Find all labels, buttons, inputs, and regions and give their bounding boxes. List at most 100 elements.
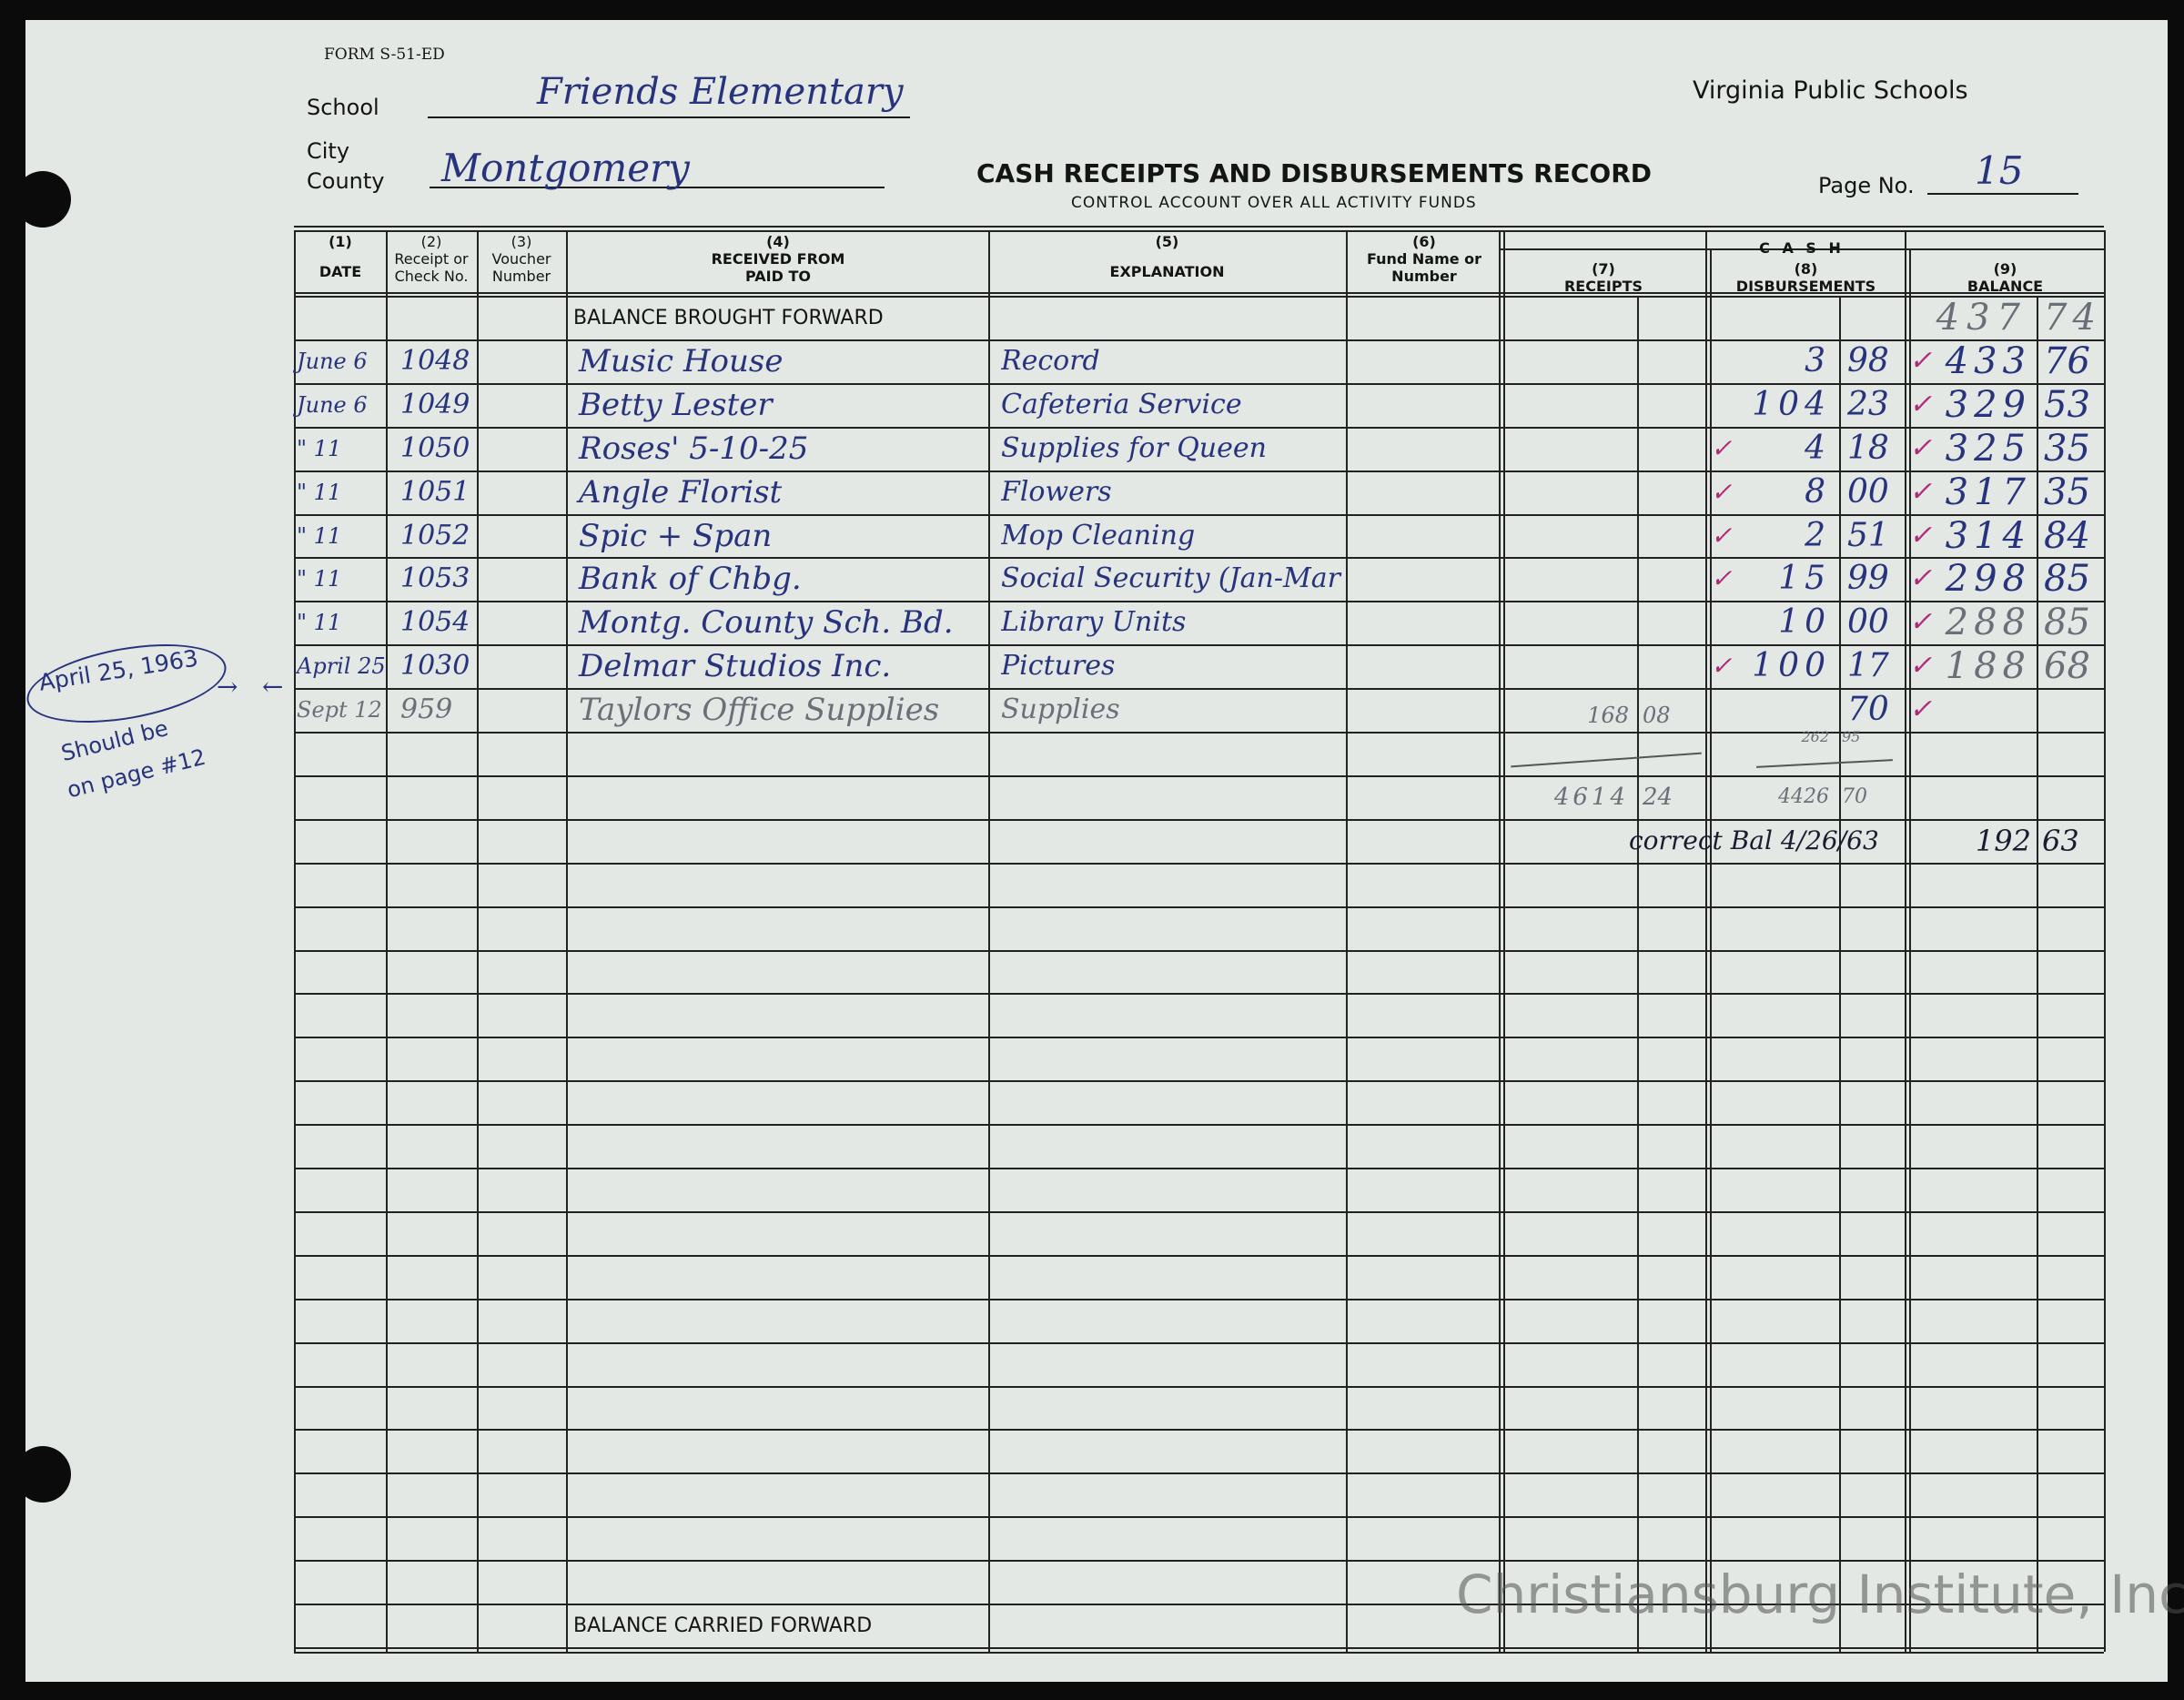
disb-check-mark: ✓ <box>1711 563 1733 594</box>
row-line <box>294 949 2104 952</box>
column-line <box>1499 230 1501 1652</box>
entry-explanation: Record <box>1001 344 1100 377</box>
entry-bal-cents: 68 <box>2044 645 2090 688</box>
entry-explanation: Supplies <box>1001 693 1120 726</box>
entry-party: Spic + Span <box>579 517 773 554</box>
entry-bal-dollars: 298 <box>1945 558 2031 601</box>
disb-check-mark: ✓ <box>1711 651 1733 682</box>
entry-check-number: 1053 <box>400 562 470 595</box>
entry-disb-dollars: 2 <box>1805 516 1831 554</box>
entry-disb-cents: 23 <box>1847 385 1889 423</box>
entry-check-number: 959 <box>400 693 453 726</box>
entry-bal-cents: 85 <box>2044 602 2090 644</box>
row-line <box>294 1341 2104 1344</box>
entry-receipt-cents: 08 <box>1643 703 1671 729</box>
total-disb-dollars: 4426 <box>1778 784 1829 808</box>
bal-check-mark: ✓ <box>1909 606 1933 639</box>
school-value: Friends Elementary <box>537 71 904 113</box>
page-underline <box>1927 193 2078 195</box>
row-line <box>294 774 2104 777</box>
entry-receipt-dollars: 168 <box>1587 703 1629 729</box>
entry-bal-cents: 84 <box>2044 514 2090 557</box>
col-num: (5) <box>1155 233 1179 250</box>
table-top-line <box>294 226 2104 228</box>
entry-bal-cents: 76 <box>2044 339 2090 382</box>
entry-party: Roses' 5-10-25 <box>579 430 809 467</box>
row-line <box>294 1124 2104 1127</box>
col-balance-header: (9) BALANCE <box>1906 260 2104 295</box>
row-line <box>294 426 2104 429</box>
row-line <box>294 1560 2104 1563</box>
school-underline <box>428 116 910 118</box>
binder-hole <box>15 171 71 228</box>
col-fund-header: (6) Fund Name or Number <box>1360 233 1488 285</box>
bal-check-mark: ✓ <box>1909 519 1933 551</box>
column-line <box>1503 230 1505 1652</box>
column-line <box>1905 230 1906 1652</box>
state-label: Virginia Public Schools <box>1693 76 1968 105</box>
table-top-line <box>294 230 2104 232</box>
column-line <box>1839 296 1841 1652</box>
entry-check-number: 1049 <box>400 388 470 420</box>
column-line <box>294 230 296 1652</box>
row-line <box>294 1516 2104 1519</box>
entry-disb-dollars: 4 <box>1805 429 1831 467</box>
entry-explanation: Mop Cleaning <box>1001 519 1196 551</box>
total-disb-cents: 70 <box>1842 784 1867 808</box>
entry-bal-dollars: 317 <box>1945 471 2031 513</box>
row-line <box>294 644 2104 647</box>
row-line <box>294 862 2104 865</box>
col-label: Fund Name or Number <box>1366 250 1482 285</box>
entry-explanation: Cafeteria Service <box>1001 388 1242 420</box>
entry-bal-dollars: 433 <box>1945 339 2031 382</box>
form-title: CASH RECEIPTS AND DISBURSEMENTS RECORD <box>976 158 1653 188</box>
entry-date: " 11 <box>297 522 342 549</box>
col-date-header: (1) DATE <box>295 233 386 280</box>
entry-explanation: Library Units <box>1001 606 1187 639</box>
bal-check-mark: ✓ <box>1909 431 1933 464</box>
form-subtitle: CONTROL ACCOUNT OVER ALL ACTIVITY FUNDS <box>1071 194 1477 212</box>
col-num: (8) <box>1794 260 1818 278</box>
col-num: (3) <box>511 233 532 250</box>
county-value: Montgomery <box>441 146 690 190</box>
arrow-right-icon: → <box>217 672 238 702</box>
col-label: Receipt or Check No. <box>394 250 469 285</box>
column-line <box>1637 296 1639 1652</box>
entry-disb-cents: 98 <box>1847 341 1889 379</box>
col-check-header: (2) Receipt or Check No. <box>386 233 477 285</box>
entry-check-number: 1052 <box>400 519 470 551</box>
row-line <box>294 818 2104 821</box>
entry-date: June 6 <box>297 348 368 374</box>
bal-check-mark: ✓ <box>1909 475 1933 508</box>
col-label: RECEIPTS <box>1563 278 1643 295</box>
row-line <box>294 513 2104 516</box>
entry-check-number: 1050 <box>400 431 470 464</box>
entry-date: June 6 <box>297 391 368 418</box>
column-line <box>566 230 568 1652</box>
entry-disb-cents: 51 <box>1847 516 1889 554</box>
entry-disb-cents: 00 <box>1847 603 1889 642</box>
column-line <box>477 230 479 1652</box>
entry-check-number: 1051 <box>400 475 470 508</box>
entry-party: Betty Lester <box>579 386 773 423</box>
subtotal-disb-cents: 95 <box>1842 728 1861 745</box>
row-line <box>294 296 2104 298</box>
page-label: Page No. <box>1818 173 1915 198</box>
row-line <box>294 557 2104 560</box>
entry-party: Montg. County Sch. Bd. <box>579 604 954 642</box>
column-line <box>2104 230 2106 1652</box>
row-line <box>294 339 2104 341</box>
col-label: BALANCE <box>1967 278 2044 295</box>
disb-check-mark: ✓ <box>1711 476 1733 507</box>
column-line <box>1710 248 1712 1652</box>
correct-balance-dollars: 192 <box>1975 823 2031 858</box>
row-line <box>294 1168 2104 1169</box>
page-number: 15 <box>1975 148 2024 193</box>
column-line <box>1346 230 1348 1652</box>
row-line <box>294 382 2104 385</box>
col-num: (6) <box>1412 233 1436 250</box>
header-bottom-line <box>294 292 2104 294</box>
row-line <box>294 1298 2104 1300</box>
row-line <box>294 688 2104 691</box>
entry-disb-dollars: 8 <box>1805 472 1831 511</box>
